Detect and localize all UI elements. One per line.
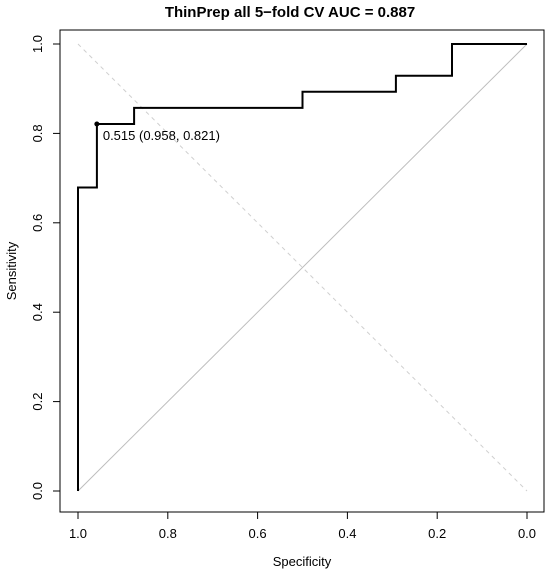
y-tick-label: 0.0 — [30, 482, 45, 500]
x-tick-label: 0.0 — [518, 526, 536, 541]
y-tick-label: 0.4 — [30, 303, 45, 321]
x-tick-label: 0.4 — [338, 526, 356, 541]
y-tick-label: 0.2 — [30, 393, 45, 411]
y-axis-label: Sensitivity — [4, 241, 19, 300]
y-tick-label: 1.0 — [30, 35, 45, 53]
dashed-diagonal-line — [77, 43, 528, 492]
x-tick-label: 0.8 — [159, 526, 177, 541]
plot-frame — [59, 29, 545, 513]
y-axis: 0.0 0.2 0.4 0.6 0.8 1.0 — [30, 35, 60, 500]
x-axis: 1.0 0.8 0.6 0.4 0.2 0.0 — [69, 512, 536, 541]
x-tick-label: 1.0 — [69, 526, 87, 541]
x-axis-label: Specificity — [273, 554, 332, 569]
threshold-point — [94, 121, 100, 127]
y-tick-label: 0.6 — [30, 214, 45, 232]
x-tick-label: 0.6 — [249, 526, 267, 541]
chance-diagonal-line — [77, 43, 528, 492]
threshold-annotation: 0.515 (0.958, 0.821) — [103, 128, 220, 143]
x-tick-label: 0.2 — [428, 526, 446, 541]
y-tick-label: 0.8 — [30, 124, 45, 142]
chart-title: ThinPrep all 5−fold CV AUC = 0.887 — [165, 4, 415, 21]
roc-curve-line — [77, 43, 527, 491]
